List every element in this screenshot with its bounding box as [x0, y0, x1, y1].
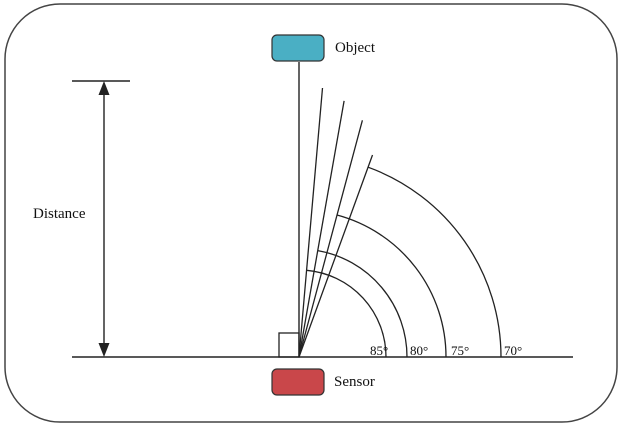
- angle-label-80-deg: 80°: [410, 343, 428, 358]
- sensor-box: [271, 368, 325, 396]
- distance-arrow-up-head: [98, 81, 110, 95]
- angle-label-75-deg: 75°: [451, 343, 469, 358]
- object-box: [271, 34, 325, 62]
- ray-70-deg: [298, 154, 374, 358]
- distance-label-backdrop: [32, 201, 98, 223]
- ray-85-deg: [298, 87, 324, 358]
- angle-label-85-deg: 85°: [370, 343, 388, 358]
- distance-label: Distance: [33, 206, 86, 222]
- angle-label-70-deg: 70°: [504, 343, 522, 358]
- angle-arc-75-deg: [336, 214, 447, 358]
- angle-arc-85-deg: [306, 269, 387, 358]
- right-angle-marker: [278, 332, 300, 358]
- angle-arc-80-deg: [317, 249, 408, 358]
- angle-arc-70-deg: [367, 166, 502, 358]
- ray-80-deg: [298, 100, 345, 358]
- distance-arrow-down-head: [98, 343, 110, 357]
- object-label: Object: [335, 40, 376, 56]
- sensor-label: Sensor: [334, 374, 375, 390]
- ray-75-deg: [298, 120, 364, 358]
